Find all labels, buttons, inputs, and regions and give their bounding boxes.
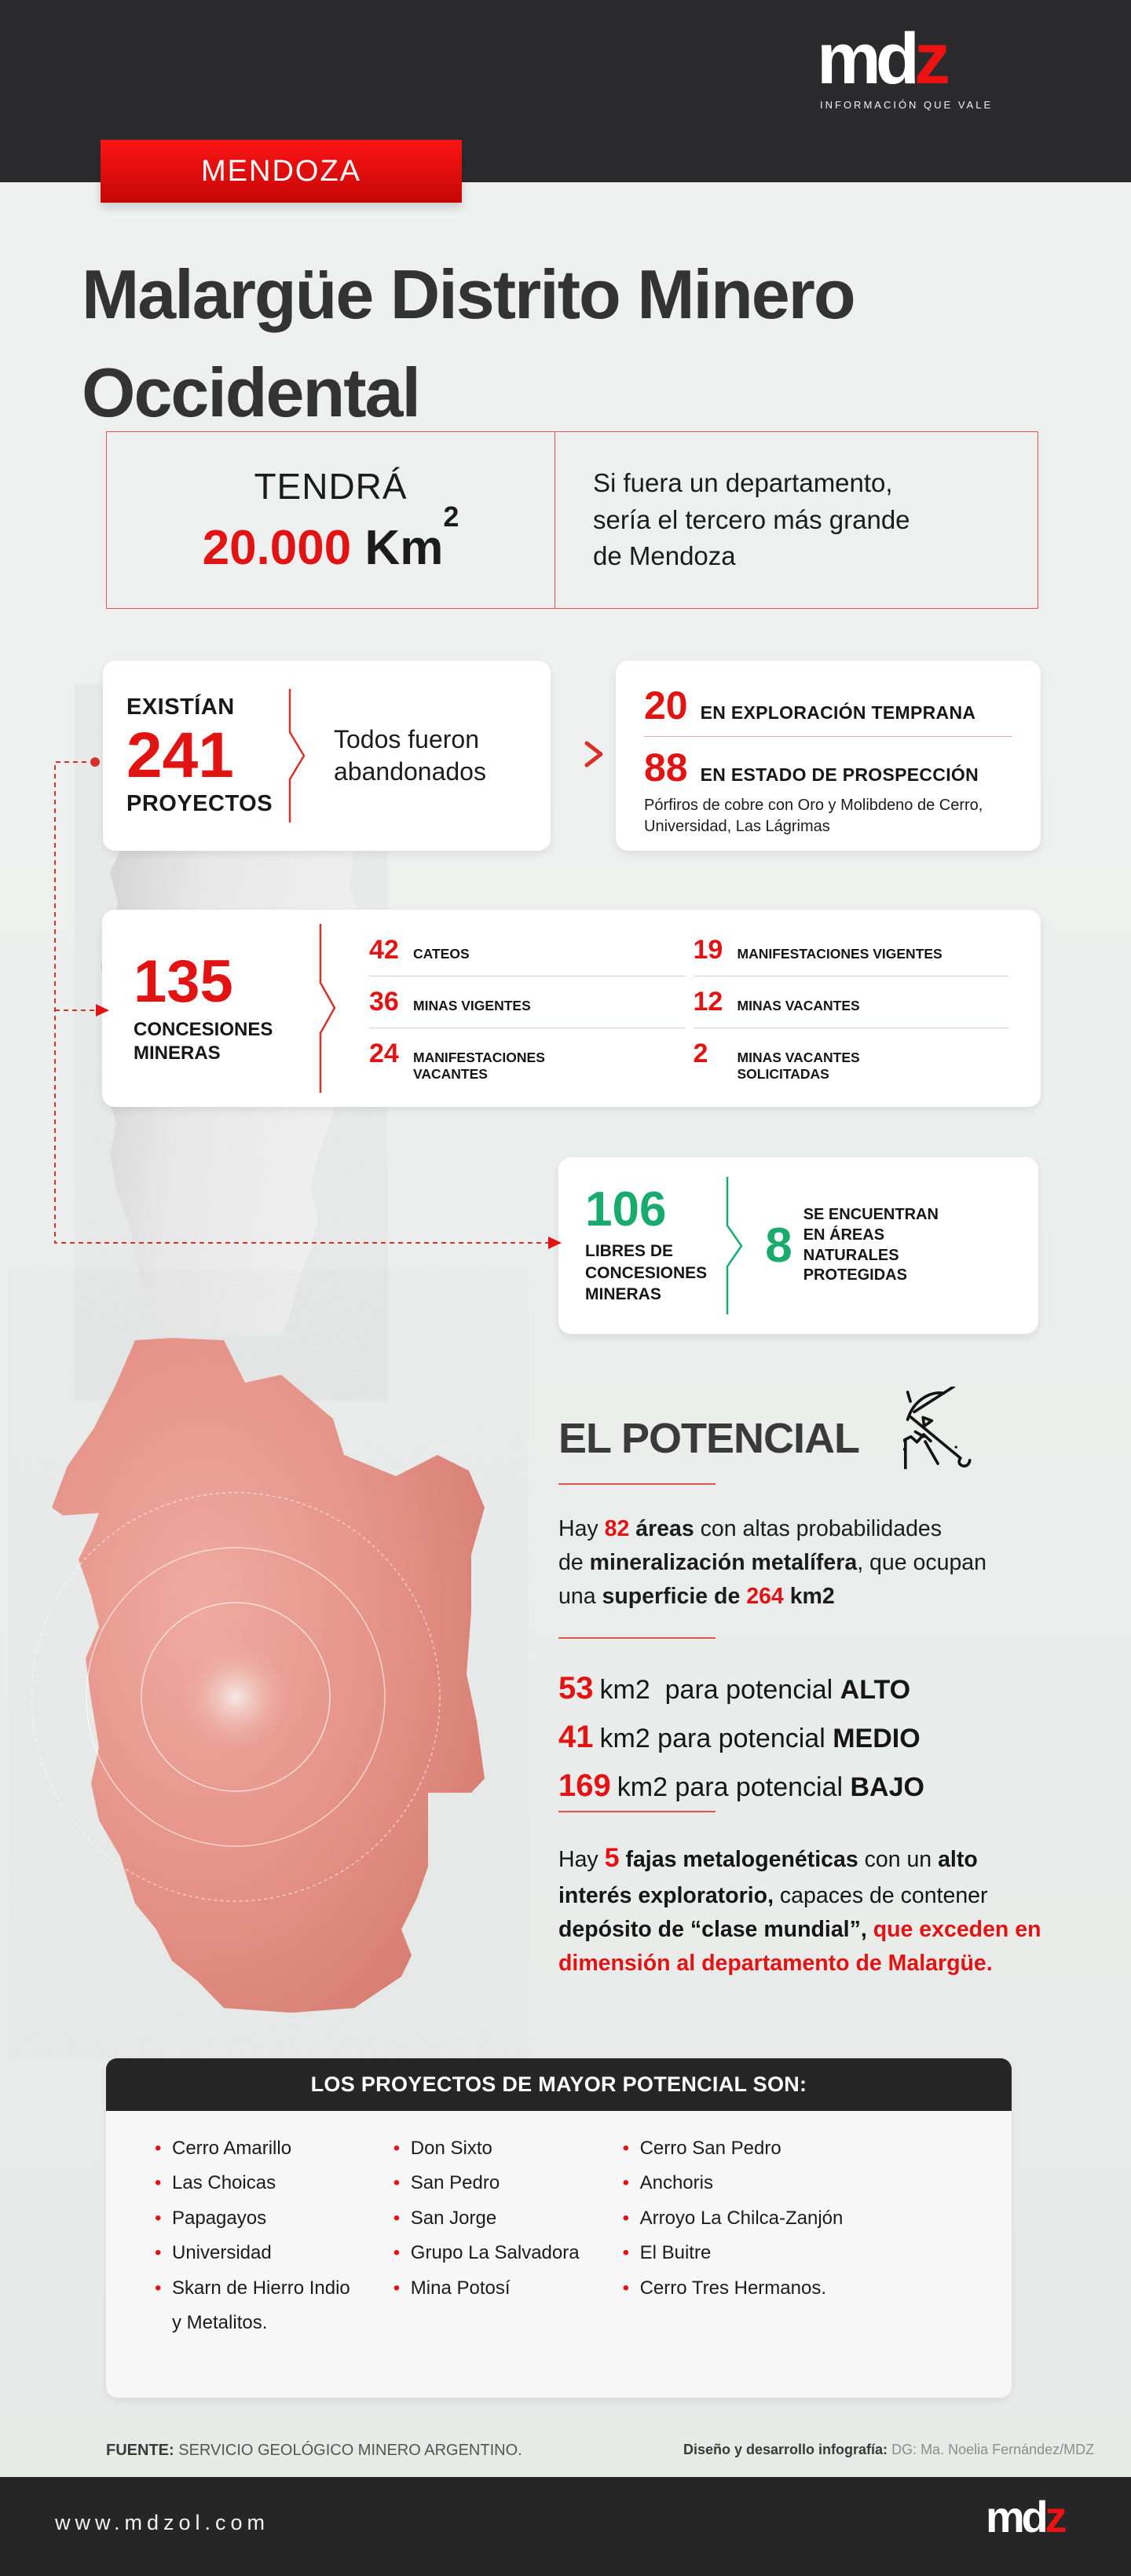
svg-text:mdz: mdz — [986, 2497, 1065, 2540]
